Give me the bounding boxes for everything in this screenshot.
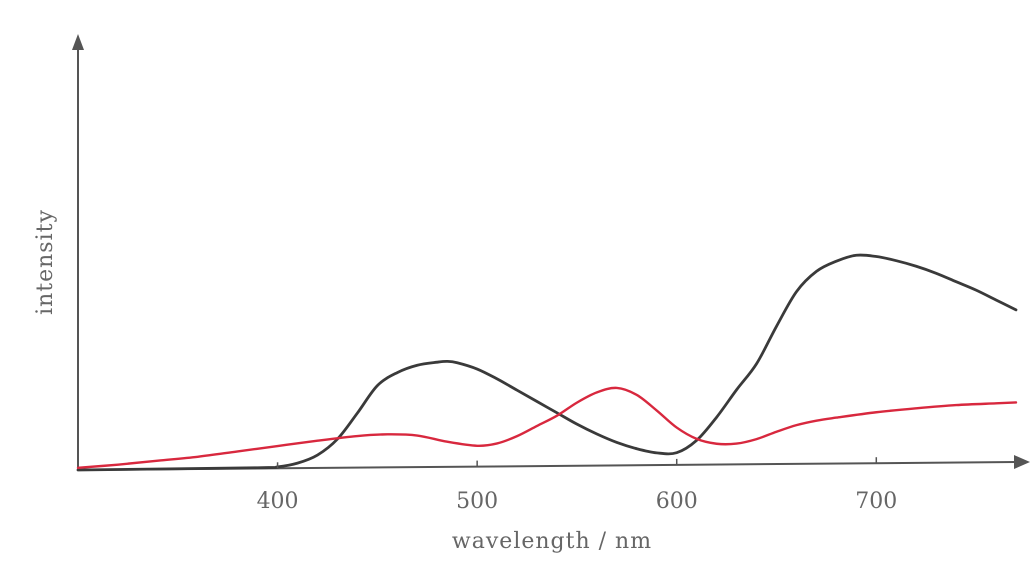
x-axis-label: wavelength / nm <box>452 529 652 554</box>
x-tick-label-500: 500 <box>456 489 498 514</box>
x-tick-label-700: 700 <box>855 489 897 514</box>
series-line-1 <box>76 253 1018 472</box>
x-tick-label-600: 600 <box>656 489 698 514</box>
x-tick-layer: 400 500 600 700 <box>257 457 897 514</box>
x-tick-label-400: 400 <box>257 489 299 514</box>
axes <box>72 34 1030 471</box>
x-axis-arrow <box>1014 455 1030 469</box>
series-line-2 <box>76 386 1018 470</box>
series-layer <box>76 253 1018 472</box>
y-axis-arrow <box>72 34 84 50</box>
y-axis-label: intensity <box>33 209 58 315</box>
